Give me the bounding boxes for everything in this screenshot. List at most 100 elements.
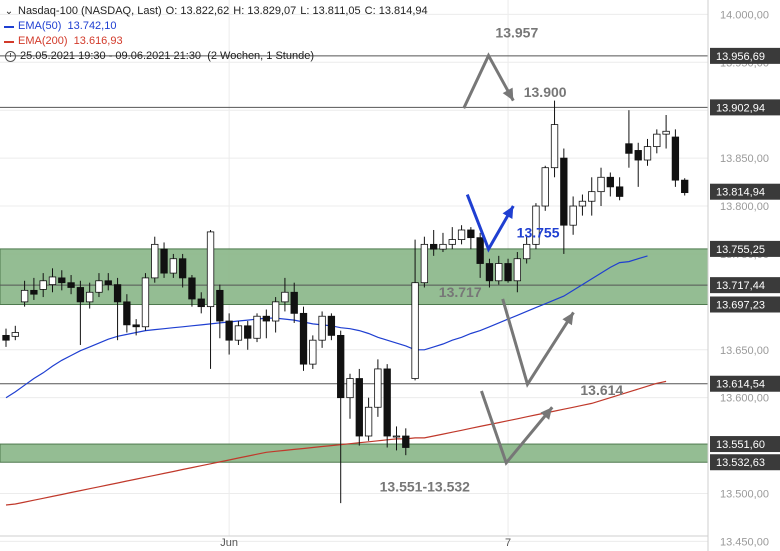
- forecast-arrow: [501, 298, 575, 388]
- candle-body: [588, 191, 596, 202]
- y-tick-label: 13.500,00: [720, 489, 769, 501]
- candle-body: [513, 258, 522, 282]
- candle-body: [671, 136, 680, 181]
- candle-body: [244, 325, 252, 339]
- candle-body: [160, 248, 168, 274]
- price-tag: [710, 240, 780, 257]
- candle-body: [662, 130, 670, 135]
- price-tag-label: 13.902,94: [716, 102, 765, 114]
- candle-body: [188, 277, 196, 300]
- price-tag-label: 13.532,63: [716, 457, 765, 469]
- candle-body: [132, 324, 140, 328]
- candle-body: [58, 277, 66, 284]
- high-value: H: 13.829,07: [233, 5, 297, 17]
- candle-body: [253, 315, 261, 339]
- candle-body: [495, 263, 503, 282]
- x-tick-label: 7: [505, 537, 511, 549]
- y-tick-label: 13.600,00: [720, 393, 769, 405]
- candle-body: [560, 157, 568, 226]
- ema200-swatch: [4, 40, 14, 43]
- candle-body: [11, 332, 19, 337]
- candle-body: [206, 231, 215, 308]
- price-tag: [710, 99, 780, 116]
- ema200-line: [5, 380, 667, 506]
- candle-body: [476, 237, 484, 264]
- ohlc-row: ⌄ Nasdaq-100 (NASDAQ, Last) O: 13.822,62…: [4, 4, 432, 19]
- level-annotation: 13.900: [524, 84, 567, 100]
- candle-body: [411, 282, 419, 379]
- candle-body: [327, 315, 336, 336]
- arrow-head: [562, 312, 574, 326]
- y-tick-label: 14.000,00: [720, 9, 769, 21]
- level-annotation: 13.614: [580, 382, 623, 398]
- candle-body: [86, 291, 94, 303]
- candle-body: [113, 284, 122, 303]
- chevron-down-icon[interactable]: ⌄: [4, 6, 14, 17]
- candle-body: [141, 277, 150, 328]
- candle-body: [374, 368, 382, 408]
- candle-body: [569, 205, 577, 226]
- candle-body: [225, 320, 233, 341]
- price-tag: [710, 375, 780, 392]
- candle-body: [522, 243, 531, 260]
- arrow-head: [540, 407, 553, 420]
- candle-body: [234, 325, 243, 341]
- candle-body: [48, 276, 57, 286]
- candle-body: [299, 312, 308, 365]
- ema50-line: [5, 255, 648, 399]
- candle-body: [681, 179, 689, 194]
- ema50-legend[interactable]: EMA(50) 13.742,10: [4, 19, 432, 34]
- candle-body: [39, 280, 47, 290]
- level-annotation: 13.551-13.532: [380, 479, 471, 495]
- price-tag: [710, 296, 780, 313]
- candle-body: [606, 176, 614, 188]
- candle-body: [578, 200, 587, 207]
- candle-body: [625, 143, 633, 154]
- period-label: (2 Wochen, 1 Stunde): [207, 50, 314, 62]
- candle-body: [76, 287, 85, 303]
- support-zone: [0, 248, 709, 306]
- candle-body: [383, 368, 391, 437]
- close-value: C: 13.814,94: [364, 5, 428, 17]
- candle-body: [448, 239, 456, 245]
- candle-body: [485, 263, 494, 282]
- candle-body: [178, 258, 187, 279]
- support-zone: [0, 443, 709, 463]
- candle-body: [216, 289, 224, 322]
- instrument-label: Nasdaq-100 (NASDAQ, Last): [18, 5, 162, 17]
- candle-body: [271, 301, 280, 322]
- price-tag: [710, 454, 780, 471]
- price-tag-label: 13.614,54: [716, 379, 765, 391]
- candle-body: [290, 291, 298, 314]
- price-tag-label: 13.755,25: [716, 244, 765, 256]
- ema200-legend[interactable]: EMA(200) 13.616,93: [4, 34, 432, 49]
- arrow-head: [502, 206, 514, 219]
- candle-body: [532, 205, 540, 245]
- x-tick-label: Jun: [220, 537, 238, 549]
- date-range: 25.05.2021 19:30 - 09.06.2021 21:30: [20, 50, 202, 62]
- candle-body: [392, 435, 401, 438]
- candle-body: [169, 258, 178, 274]
- candle-body: [309, 339, 317, 365]
- price-tag: [710, 47, 780, 64]
- ema200-label: EMA(200): [18, 35, 68, 47]
- candle-body: [541, 167, 549, 207]
- forecast-arrow: [480, 390, 554, 466]
- candle-body: [30, 289, 38, 295]
- price-tag: [710, 277, 780, 294]
- candle-body: [504, 263, 512, 282]
- ema50-label: EMA(50): [18, 20, 62, 32]
- candle-body: [67, 282, 75, 288]
- candle-body: [420, 243, 429, 284]
- chart-legend: ⌄ Nasdaq-100 (NASDAQ, Last) O: 13.822,62…: [4, 4, 432, 64]
- level-annotation: 13.717: [439, 284, 482, 300]
- candle-body: [20, 289, 29, 303]
- price-tag: [710, 183, 780, 200]
- candle-body: [151, 243, 159, 279]
- level-annotation: 13.755: [517, 225, 560, 241]
- candle-body: [439, 243, 447, 250]
- range-row: 25.05.2021 19:30 - 09.06.2021 21:30 (2 W…: [4, 49, 432, 64]
- candle-body: [634, 150, 642, 161]
- y-tick-label: 13.850,00: [720, 153, 769, 165]
